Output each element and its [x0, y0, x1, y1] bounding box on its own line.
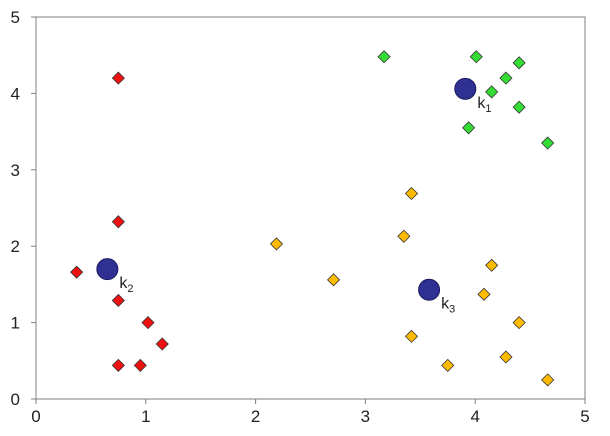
data-point-diamond	[404, 329, 419, 343]
data-point-diamond	[133, 358, 147, 372]
data-point-diamond	[70, 265, 84, 279]
data-point-diamond	[512, 56, 526, 70]
data-point-diamond	[462, 121, 476, 135]
data-point-diamond	[404, 186, 419, 201]
y-tick-label: 1	[11, 314, 20, 333]
x-tick-label: 5	[580, 407, 589, 426]
data-point-diamond	[397, 229, 411, 243]
data-point-diamond	[377, 50, 391, 64]
centroids: k1 k2 k3	[96, 77, 491, 316]
plot-frame	[35, 16, 586, 400]
y-tick-label: 4	[11, 84, 20, 103]
x-tick-label: 2	[251, 407, 260, 426]
y-tick-label: 5	[11, 8, 20, 27]
y-axis: 0 1 2 3 4 5	[11, 8, 36, 409]
data-point-diamond	[155, 337, 169, 351]
data-point-diamond	[326, 273, 341, 287]
data-point-diamond	[111, 358, 125, 372]
x-axis: 0 1 2 3 4 5	[31, 399, 590, 426]
cluster-points	[70, 50, 555, 387]
centroid-marker	[96, 258, 119, 281]
x-tick-label: 3	[361, 407, 370, 426]
x-tick-label: 0	[31, 407, 40, 426]
plot-border	[35, 16, 586, 400]
data-point-diamond	[141, 316, 155, 330]
data-point-diamond	[512, 100, 526, 114]
y-tick-label: 3	[11, 161, 20, 180]
y-tick-label: 0	[11, 390, 20, 409]
data-point-diamond	[499, 71, 513, 85]
data-point-diamond	[111, 215, 125, 229]
centroid-label: k1	[477, 95, 491, 115]
data-point-diamond	[111, 71, 125, 85]
data-point-diamond	[541, 136, 555, 150]
x-tick-label: 1	[141, 407, 150, 426]
data-point-diamond	[111, 293, 125, 308]
data-point-diamond	[499, 350, 513, 364]
data-point-diamond	[269, 237, 284, 251]
y-tick-label: 2	[11, 237, 20, 256]
data-point-diamond	[477, 287, 491, 301]
centroid-label: k2	[119, 275, 133, 295]
centroid-label: k3	[441, 296, 455, 316]
data-point-diamond	[441, 358, 455, 372]
data-point-diamond	[512, 316, 526, 330]
data-point-diamond	[485, 85, 499, 99]
data-point-diamond	[485, 258, 499, 272]
data-point-diamond	[541, 373, 555, 387]
x-tick-label: 4	[470, 407, 479, 426]
data-point-diamond	[469, 50, 483, 64]
centroid-marker	[454, 77, 477, 100]
centroid-marker	[418, 278, 441, 301]
